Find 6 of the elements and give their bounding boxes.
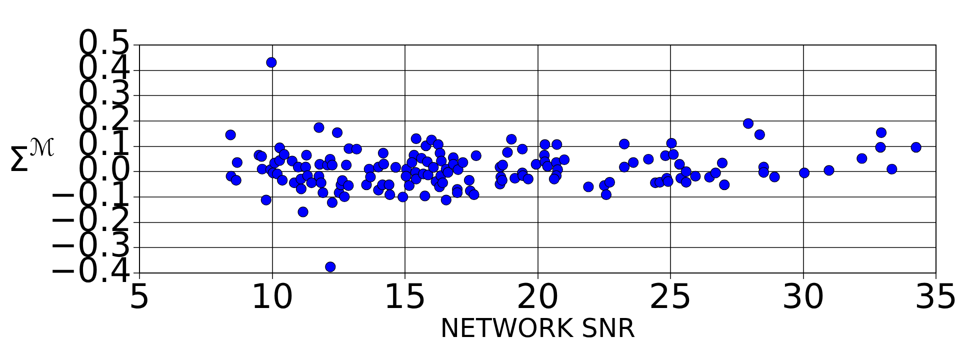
x-tick-label: 25 — [648, 277, 692, 318]
x-tick-label: 35 — [914, 277, 958, 318]
x-tick-label: 30 — [782, 277, 825, 318]
x-tick-label: 15 — [383, 277, 427, 318]
x-tick-label: 10 — [250, 277, 294, 318]
x-tick-label: 5 — [128, 277, 150, 318]
